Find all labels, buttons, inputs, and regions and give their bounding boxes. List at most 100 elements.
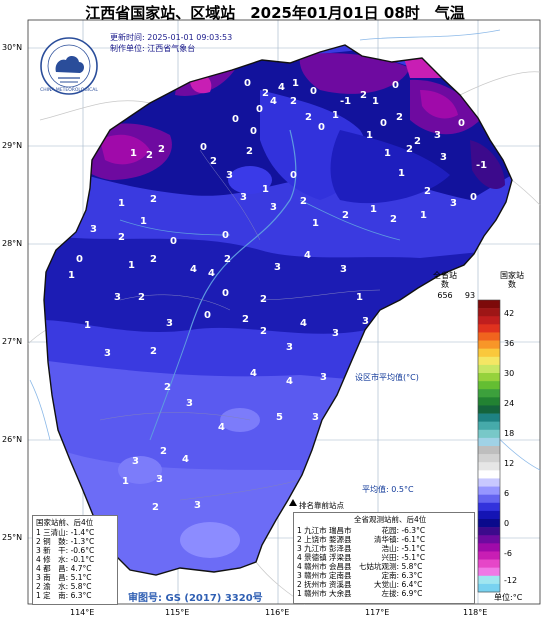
legend-color-swatch (478, 316, 500, 325)
station-value: 1 (68, 270, 75, 281)
station-value: 1 (384, 148, 391, 159)
legend-color-swatch (478, 373, 500, 382)
station-value: 1 (262, 184, 269, 195)
station-value: 0 (204, 310, 211, 321)
station-value: 2 (138, 292, 145, 303)
legend-color-swatch (478, 567, 500, 577)
legend-color-swatch (478, 583, 500, 593)
station-value: 0 (392, 80, 399, 91)
station-value: 2 (424, 186, 431, 197)
station-value: 2 (118, 232, 125, 243)
lat-label-26: 26°N (2, 435, 23, 444)
station-value: 0 (458, 118, 465, 129)
station-value: 4 (304, 250, 311, 261)
province-ranking-row: 3 九江市 彭泽县 浩山: -5.1°C (297, 544, 426, 553)
average-value: 平均值: 0.5°C (362, 485, 414, 494)
province-ranking-row: 4 赣州市 会昌县 七姑坑观测: 5.8°C (297, 562, 423, 571)
station-value: 2 (360, 90, 367, 101)
legend-color-swatch (478, 405, 500, 414)
station-value: 3 (186, 398, 193, 409)
lon-label-116: 116°E (265, 608, 290, 617)
station-value: 0 (244, 78, 251, 89)
legend-color-swatch (478, 470, 500, 479)
station-value: 2 (260, 294, 267, 305)
station-value: 1 (420, 210, 427, 221)
station-value: 1 (84, 320, 91, 331)
legend-tick: -6 (504, 549, 512, 558)
national-ranking-row: 2 渝 水: 5.8°C (36, 582, 92, 591)
station-value: 0 (290, 170, 297, 181)
legend-color-swatch (478, 324, 500, 333)
station-value: 1 (370, 204, 377, 215)
legend-tick: -12 (504, 576, 518, 585)
station-value: 1 (332, 110, 339, 121)
station-value: 3 (114, 292, 121, 303)
station-value: 2 (342, 210, 349, 221)
legend-color-swatch (478, 486, 500, 495)
station-value: 3 (226, 170, 233, 181)
legend-color-swatch (478, 429, 500, 439)
lat-label-29: 29°N (2, 141, 23, 150)
station-value: 2 (396, 112, 403, 123)
legend-tick: 0 (504, 519, 510, 528)
station-value: 4 (250, 368, 257, 379)
legend-color-swatch (478, 535, 500, 544)
legend-color-swatch (478, 551, 500, 560)
station-value: 0 (380, 118, 387, 129)
legend-color-swatch (478, 308, 500, 317)
legend-color-swatch (478, 389, 500, 398)
station-value: 3 (332, 328, 339, 339)
map-frame (27, 19, 541, 605)
station-value: 2 (242, 314, 249, 325)
station-value: 1 (140, 216, 147, 227)
station-value: 2 (290, 96, 297, 107)
station-value: 2 (210, 156, 217, 167)
lon-label-114: 114°E (70, 608, 95, 617)
station-value: 2 (150, 254, 157, 265)
station-value: 1 (130, 148, 137, 159)
lat-label-28: 28°N (2, 239, 23, 248)
station-value: 4 (300, 318, 307, 329)
station-value: 2 (150, 194, 157, 205)
station-value: 0 (222, 288, 229, 299)
station-value: 1 (312, 218, 319, 229)
station-value: 3 (274, 262, 281, 273)
legend-color-swatch (478, 494, 500, 504)
lon-label-115: 115°E (165, 608, 190, 617)
ranking-header: 排名靠前站点 (299, 501, 344, 510)
province-border (43, 44, 513, 576)
station-value: 2 (300, 196, 307, 207)
lon-label-118: 118°E (463, 608, 488, 617)
station-value: 1 (398, 168, 405, 179)
province-ranking-row: 2 上饶市 婺源县 清华镇: -6.1°C (297, 535, 426, 544)
national-ranking-row: 1 三清山: -1.4°C (36, 528, 95, 537)
national-ranking-row: 4 修 水: -0.1°C (36, 555, 95, 564)
station-value: 0 (222, 230, 229, 241)
station-value: 2 (152, 502, 159, 513)
national-ranking-row: 3 新 干: -0.6°C (36, 546, 95, 555)
legend-color-swatch (478, 437, 500, 447)
station-value: 3 (362, 316, 369, 327)
legend-color-swatch (478, 559, 500, 568)
station-value: 3 (312, 412, 319, 423)
station-value: 1 (366, 130, 373, 141)
national-ranking-box: 国家站前、后4位 1 三清山: -1.4°C 2 铜 鼓: -1.3°C 3 新… (32, 515, 118, 605)
station-value: 2 (150, 346, 157, 357)
legend-color-swatch (478, 332, 500, 341)
legend-color-swatch (478, 446, 500, 455)
station-value: 2 (160, 446, 167, 457)
province-ranking-row: 1 九江市 瑞昌市 花园: -6.3°C (297, 526, 426, 535)
legend-unit: 单位:°C (494, 593, 523, 602)
national-ranking-row: 1 定 南: 6.3°C (36, 591, 92, 600)
province-station-title: 全省站数 (433, 271, 457, 289)
station-value: -1 (476, 160, 487, 171)
lat-label-27: 27°N (2, 337, 23, 346)
lat-label-30: 30°N (2, 43, 23, 52)
station-value: 2 (146, 150, 153, 161)
station-value: 2 (406, 144, 413, 155)
city-average-label: 设区市平均值(°C) (355, 373, 419, 382)
station-value: 3 (194, 500, 201, 511)
legend-color-swatch (478, 300, 500, 309)
